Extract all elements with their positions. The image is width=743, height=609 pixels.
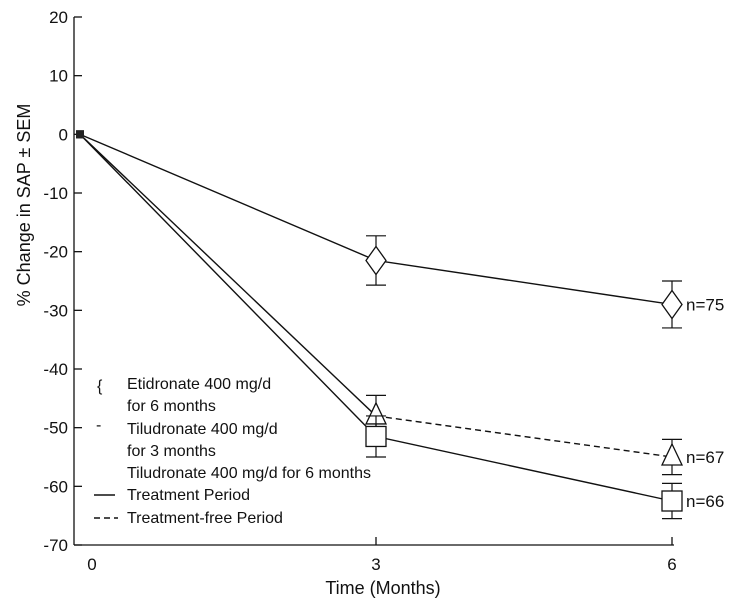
series-line-segment <box>79 133 377 437</box>
origin-point <box>76 130 84 139</box>
diamond-marker <box>661 289 683 320</box>
n-label: n=75 <box>686 295 724 314</box>
dash-symbol: - <box>96 417 101 434</box>
legend-label: for 3 months <box>127 443 216 460</box>
legend-entry-2: - Tiludronate 400 mg/d for 3 months <box>96 417 278 460</box>
y-tick-label: -40 <box>43 360 68 379</box>
y-tick-label: 20 <box>49 8 68 27</box>
legend: { Etidronate 400 mg/d for 6 months - Tiludro… <box>94 376 371 527</box>
legend-label: Tiludronate 400 mg/d for 6 months <box>127 465 371 482</box>
triangle-marker <box>660 442 684 466</box>
y-tick-label: -50 <box>43 419 68 438</box>
y-tick-label: -30 <box>43 301 68 320</box>
legend-label: for 6 months <box>127 398 216 415</box>
x-tick-label: 6 <box>667 555 676 574</box>
legend-entry-4: Treatment Period <box>94 487 250 504</box>
y-tick-label: 10 <box>49 67 68 86</box>
legend-entry-1: { Etidronate 400 mg/d for 6 months <box>97 376 271 415</box>
series-line-segment <box>375 259 673 306</box>
square-marker <box>661 490 683 512</box>
n-label: n=66 <box>686 492 724 511</box>
n-label: n=67 <box>686 448 724 467</box>
legend-entry-3: Tiludronate 400 mg/d for 6 months <box>127 465 371 482</box>
legend-label: Etidronate 400 mg/d <box>127 376 271 393</box>
series-line-segment <box>375 435 673 502</box>
legend-label: Treatment-free Period <box>127 510 283 527</box>
legend-label: Treatment Period <box>127 487 250 504</box>
brace-symbol: { <box>97 378 103 395</box>
x-tick-label: 0 <box>87 555 96 574</box>
diamond-marker <box>365 245 387 276</box>
series-line-segment <box>79 133 377 262</box>
y-tick-label: -70 <box>43 536 68 555</box>
series-layer: n=75 n=67 n=66 <box>76 130 724 520</box>
square-marker <box>365 425 387 448</box>
y-tick-label: -20 <box>43 243 68 262</box>
y-tick-label: -60 <box>43 477 68 496</box>
series-3: n=66 <box>76 130 724 520</box>
x-tick-label: 3 <box>371 555 380 574</box>
series-line-segment <box>79 133 377 417</box>
y-axis-title: % Change in SAP ± SEM <box>14 104 34 307</box>
y-tick-label: 0 <box>59 125 68 144</box>
x-axis-title: Time (Months) <box>325 578 440 598</box>
series-1: n=75 <box>76 130 724 329</box>
legend-entry-5: Treatment-free Period <box>94 510 283 527</box>
y-tick-label: -10 <box>43 184 68 203</box>
legend-label: Tiludronate 400 mg/d <box>127 421 278 438</box>
axes: 20 10 0 -10 -20 -30 -40 -50 -60 -70 0 3 6 <box>43 8 676 574</box>
series-line-segment <box>375 415 673 458</box>
